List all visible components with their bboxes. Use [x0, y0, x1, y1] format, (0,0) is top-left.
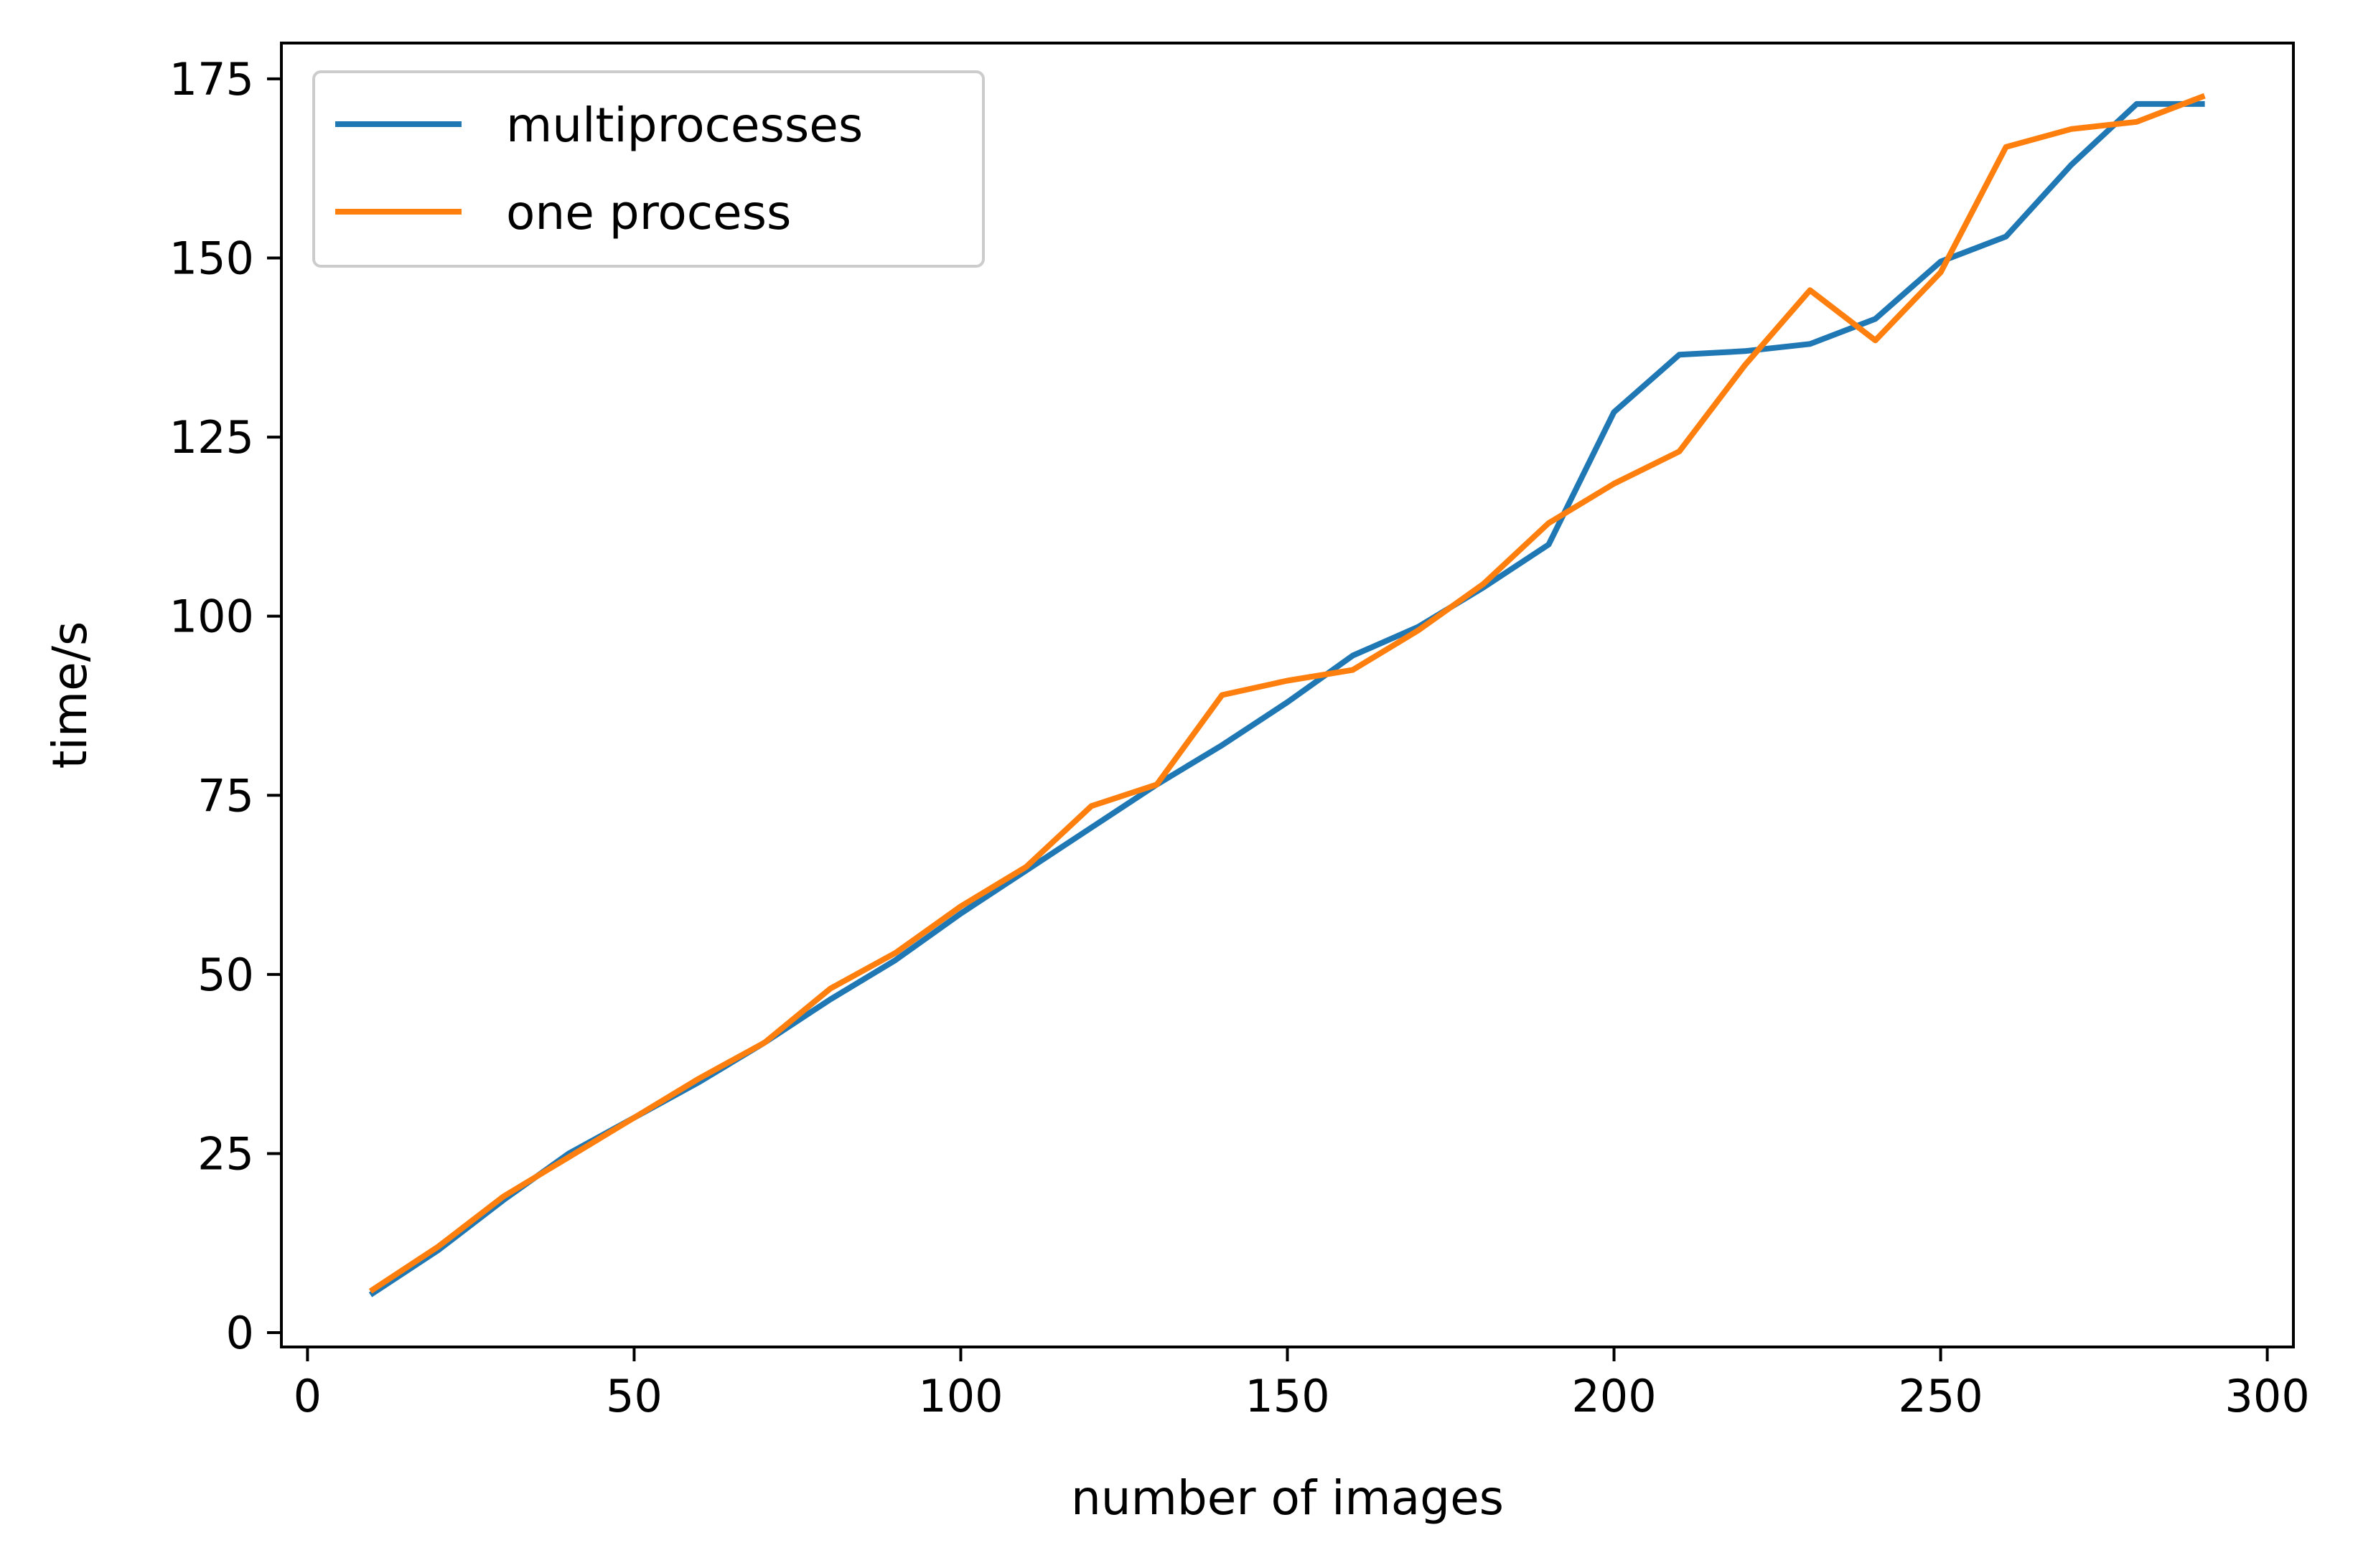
legend-label-1: multiprocesses	[506, 98, 863, 153]
x-tick-label: 150	[1245, 1370, 1329, 1422]
x-tick-label: 100	[918, 1370, 1003, 1422]
y-tick-label: 175	[169, 53, 254, 105]
legend-box	[312, 70, 985, 268]
y-tick-label: 125	[169, 411, 254, 464]
x-tick-label: 200	[1571, 1370, 1656, 1422]
legend: multiprocesses one process	[312, 70, 985, 268]
plot-area	[368, 93, 2206, 1297]
y-tick-label: 150	[169, 233, 254, 285]
x-tick-label: 250	[1898, 1370, 1983, 1422]
legend-label-2: one process	[506, 185, 791, 240]
series-line-2	[368, 93, 2206, 1294]
x-axis-label: number of images	[1071, 1470, 1504, 1526]
x-tick-label: 0	[294, 1370, 322, 1422]
axes: 0 50 100 150 200 250 300 0 25 50 75 100 125 150 175	[169, 42, 2310, 1422]
y-tick-label: 50	[197, 949, 254, 1001]
y-tick-label: 0	[226, 1307, 254, 1359]
y-tick-label: 75	[197, 769, 254, 822]
y-tick-label: 100	[169, 591, 254, 643]
y-tick-label: 25	[197, 1127, 254, 1180]
x-tick-label: 50	[606, 1370, 663, 1422]
y-axis-label: time/s	[42, 621, 98, 769]
x-tick-label: 300	[2224, 1370, 2309, 1422]
